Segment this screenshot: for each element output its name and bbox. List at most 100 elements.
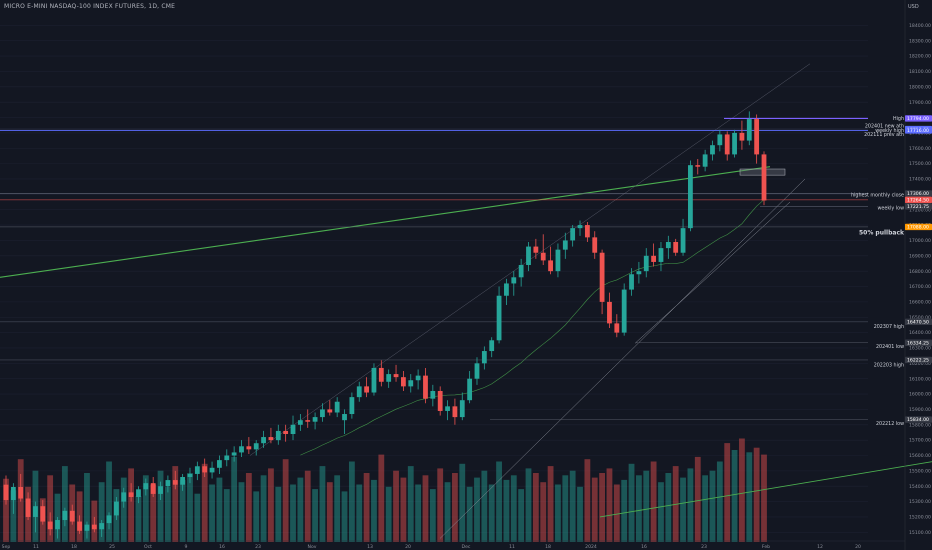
price-tag-label: 15834.00 <box>907 417 929 423</box>
time-tick-label: 2024 <box>585 544 597 550</box>
candle-body <box>327 409 333 413</box>
candle-body <box>62 510 68 521</box>
volume-bar <box>223 489 230 542</box>
volume-bar <box>187 473 193 542</box>
price-tick-label: 15600.00 <box>909 453 931 459</box>
candle-body <box>459 400 465 418</box>
time-tick-label: 9 <box>185 544 188 550</box>
price-tick-label: 16500.00 <box>909 315 931 321</box>
price-tick-label: 16600.00 <box>909 299 931 305</box>
time-tick-label: 11 <box>33 544 39 550</box>
price-axis[interactable]: 15100.00 15200.00 15300.00 15400.00 15500.00… <box>904 0 931 550</box>
volume-bar <box>577 486 583 542</box>
volume-bar <box>635 475 642 542</box>
annotation-label: weekly high <box>875 128 904 134</box>
time-tick-label: 18 <box>71 544 77 550</box>
price-tick-label: 16200.00 <box>909 361 931 367</box>
candle-body <box>386 374 392 382</box>
candle-body <box>584 225 590 238</box>
candle-body <box>673 241 679 253</box>
volume-bar <box>165 486 171 542</box>
volume-bar <box>61 466 68 542</box>
volume-bar <box>179 479 186 542</box>
volume-bar <box>658 482 664 542</box>
volume-bar <box>356 484 363 542</box>
price-tag-box <box>905 196 932 204</box>
price-tag-label: 16222.25 <box>907 358 929 364</box>
time-tick-label: 23 <box>255 544 261 550</box>
volume-bar <box>761 454 767 542</box>
candle-body <box>158 486 163 494</box>
candle-body <box>33 506 38 517</box>
volume-bar <box>194 493 201 542</box>
candle-body <box>430 390 436 399</box>
candle-body <box>504 283 509 296</box>
price-tick-label: 15900.00 <box>909 407 931 413</box>
volume-bar <box>510 475 517 542</box>
volume-bar <box>268 468 274 542</box>
volume-bar <box>120 477 127 542</box>
candle-body <box>297 420 303 425</box>
price-tick-label: 18100.00 <box>909 69 931 75</box>
candle-body <box>194 466 200 474</box>
candle-body <box>474 363 480 379</box>
candle-body <box>239 446 244 453</box>
annotation-label: 202401 low <box>876 344 904 350</box>
trendline-lower <box>599 461 932 518</box>
time-axis[interactable]: Sep 11 18 25 Oct 9 16 23 Nov 13 20 Dec 11 18 2024 16 23 F… <box>0 540 905 550</box>
candle-body <box>717 134 723 146</box>
time-tick-label: 13 <box>367 544 373 550</box>
currency-label[interactable]: USD <box>908 4 919 10</box>
candle-body <box>165 480 171 487</box>
volume-bar <box>650 461 657 542</box>
volume-bar <box>84 473 90 542</box>
volume-bar <box>157 470 164 542</box>
support-line <box>634 201 791 344</box>
drawn-trendlines[interactable] <box>0 63 932 539</box>
candle-body <box>275 430 281 441</box>
price-tag-box <box>905 115 932 122</box>
volume-bar <box>172 466 179 542</box>
volume-bar <box>584 459 591 542</box>
candle-body <box>349 397 355 415</box>
candle-body <box>732 132 737 155</box>
volume-bar <box>348 461 355 542</box>
price-tick-label: 18000.00 <box>909 84 931 90</box>
candle-body <box>629 274 634 290</box>
price-tick-label: 15300.00 <box>909 499 931 505</box>
candle-body <box>710 145 715 155</box>
volume-bar <box>496 461 502 542</box>
candle-body <box>143 483 149 490</box>
volume-bar <box>150 484 157 542</box>
candle-body <box>113 501 119 516</box>
volume-bar <box>422 475 429 542</box>
volume-bar <box>371 479 377 542</box>
volume-bar <box>290 484 296 542</box>
candle-body <box>91 524 97 530</box>
candle-body <box>555 249 561 272</box>
price-tag-box <box>905 356 932 364</box>
volume-bar <box>444 482 451 542</box>
volume-bar <box>253 491 260 542</box>
volume-bar <box>201 463 208 542</box>
price-tick-label: 16000.00 <box>909 392 931 398</box>
candle-body <box>371 367 377 393</box>
volume-bar <box>599 473 605 542</box>
candle-body <box>621 289 627 333</box>
price-tag-label: 17264.50 <box>907 197 929 203</box>
candle-body <box>592 237 598 253</box>
annotation-label: 202203 high <box>874 362 904 368</box>
candle-body <box>695 165 701 167</box>
candle-body <box>47 521 53 530</box>
candle-body <box>268 437 274 441</box>
candle-body <box>180 477 186 485</box>
candle-body <box>481 351 487 364</box>
annotation-label: 202212 low <box>876 421 904 427</box>
volume-bar <box>709 470 716 542</box>
candle-body <box>445 406 450 411</box>
candle-body <box>84 524 90 531</box>
candle-body <box>548 260 553 272</box>
volume-bars <box>3 438 767 542</box>
